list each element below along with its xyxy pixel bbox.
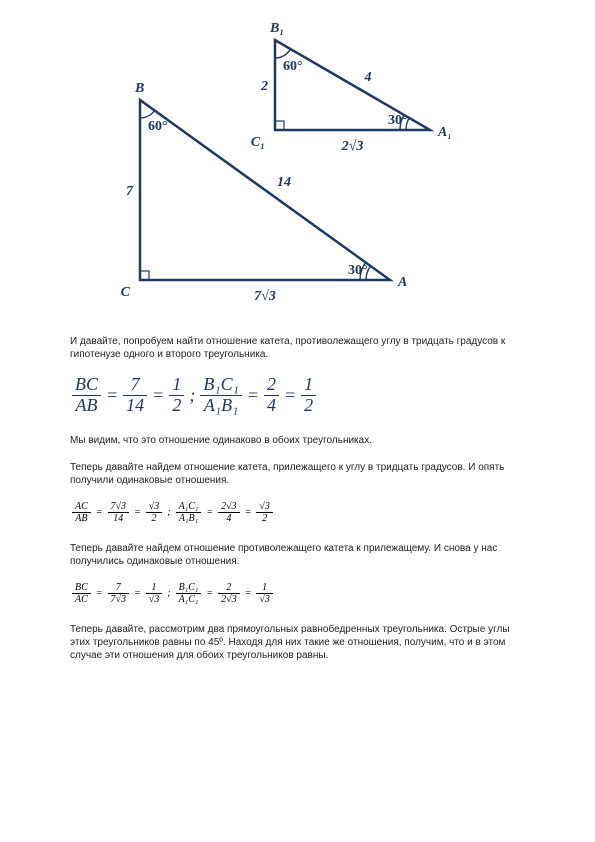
equation-1: BCAB=714=12;B₁C₁A₁B₁=24=12 — [70, 375, 525, 416]
paragraph-5: Теперь давайте, рассмотрим два прямоугол… — [70, 623, 525, 662]
svg-text:7: 7 — [126, 184, 134, 199]
svg-text:30°: 30° — [348, 263, 368, 278]
paragraph-4: Теперь давайте найдем отношение противол… — [70, 542, 525, 568]
svg-text:7√3: 7√3 — [254, 289, 276, 304]
svg-text:B: B — [134, 81, 144, 96]
svg-text:30°: 30° — [388, 113, 408, 128]
paragraph-2: Мы видим, что это отношение одинаково в … — [70, 434, 525, 447]
paragraph-3: Теперь давайте найдем отношение катета, … — [70, 461, 525, 487]
svg-text:2: 2 — [260, 79, 268, 94]
svg-text:60°: 60° — [283, 59, 303, 74]
paragraph-1: И давайте, попробуем найти отношение кат… — [70, 335, 525, 361]
svg-text:C₁: C₁ — [251, 135, 265, 150]
svg-text:C: C — [121, 285, 131, 300]
triangles-figure: B₁ C₁ A₁ 60° 30° 2 4 2√3 B C A 60° 30° 7 14 7√3 — [80, 20, 525, 325]
equation-3: BCAC=77√3=1√3;B₁C₁A₁C₁=22√3=1√3 — [70, 582, 525, 605]
equation-2: ACAB=7√314=√32;A₁C₁A₁B₁=2√34=√32 — [70, 501, 525, 524]
svg-text:2√3: 2√3 — [341, 139, 364, 154]
svg-text:A₁: A₁ — [437, 125, 450, 140]
svg-text:A: A — [397, 275, 407, 290]
svg-text:4: 4 — [364, 70, 372, 85]
svg-text:B₁: B₁ — [269, 21, 284, 36]
triangles-svg: B₁ C₁ A₁ 60° 30° 2 4 2√3 B C A 60° 30° 7 14 7√3 — [80, 20, 450, 320]
svg-text:14: 14 — [277, 175, 291, 190]
svg-text:60°: 60° — [148, 119, 168, 134]
